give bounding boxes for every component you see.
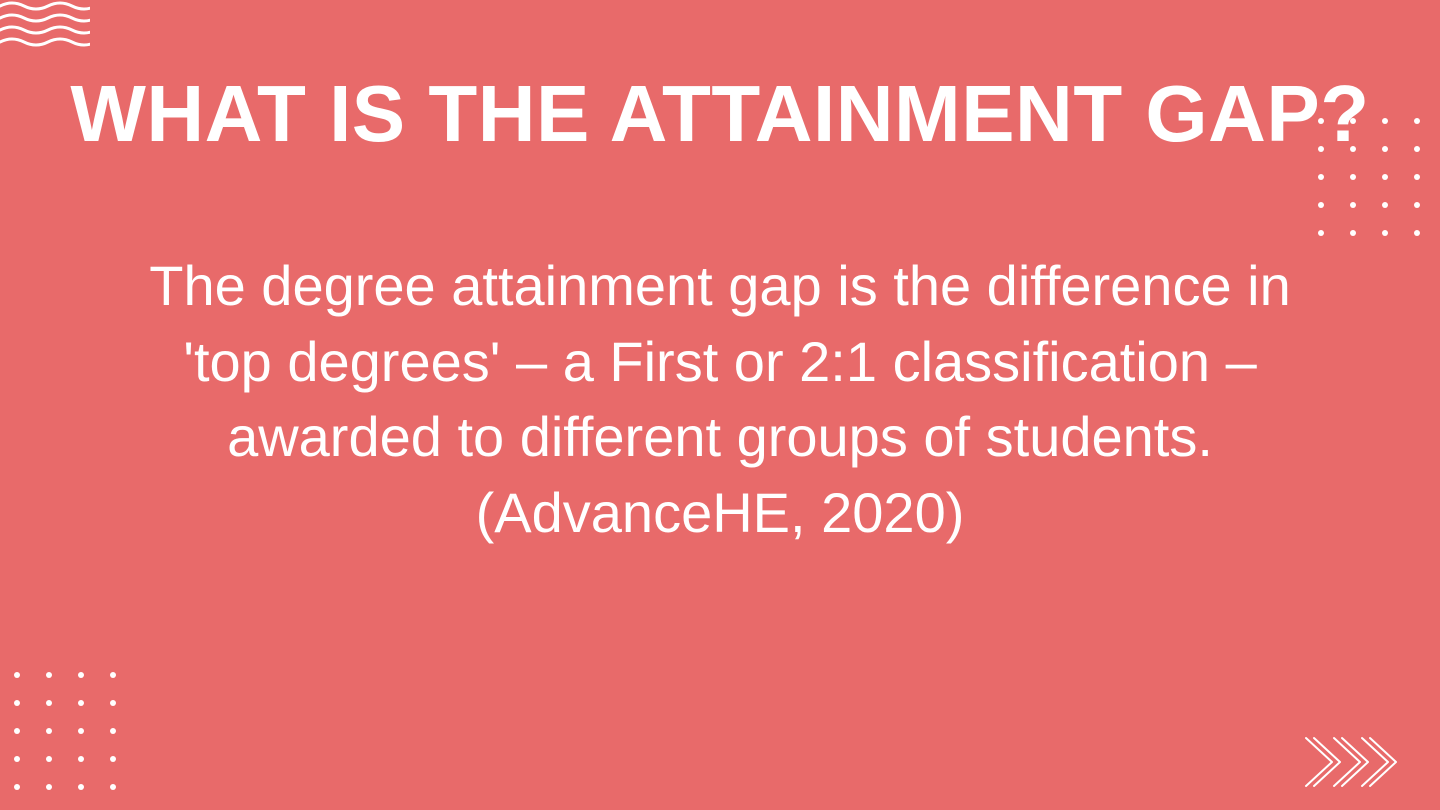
dot bbox=[1414, 146, 1420, 152]
dot bbox=[1318, 202, 1324, 208]
dot bbox=[14, 672, 20, 678]
dot bbox=[1414, 230, 1420, 236]
dot bbox=[14, 756, 20, 762]
wave-lines-decoration bbox=[0, 0, 90, 60]
chevrons-decoration bbox=[1302, 732, 1422, 792]
dot bbox=[1350, 146, 1356, 152]
dot bbox=[110, 672, 116, 678]
dot bbox=[78, 756, 84, 762]
dot bbox=[1382, 202, 1388, 208]
dot bbox=[46, 784, 52, 790]
dot bbox=[110, 728, 116, 734]
dot bbox=[14, 700, 20, 706]
dot bbox=[1382, 118, 1388, 124]
dot bbox=[1318, 118, 1324, 124]
dot bbox=[14, 784, 20, 790]
dot bbox=[14, 728, 20, 734]
dot bbox=[1318, 174, 1324, 180]
dot bbox=[1414, 174, 1420, 180]
dot bbox=[110, 784, 116, 790]
dot bbox=[1382, 230, 1388, 236]
dot bbox=[1350, 118, 1356, 124]
dot-grid-bottom-left bbox=[14, 672, 116, 790]
dot bbox=[1350, 230, 1356, 236]
dot bbox=[1318, 146, 1324, 152]
dot bbox=[1414, 118, 1420, 124]
dot bbox=[1350, 174, 1356, 180]
dot bbox=[1414, 202, 1420, 208]
dot-grid-top-right bbox=[1318, 118, 1420, 236]
dot bbox=[78, 700, 84, 706]
slide-title: WHAT IS THE ATTAINMENT GAP? bbox=[70, 70, 1369, 158]
dot bbox=[1350, 202, 1356, 208]
dot bbox=[78, 728, 84, 734]
dot bbox=[110, 700, 116, 706]
dot bbox=[46, 756, 52, 762]
slide-body-text: The degree attainment gap is the differe… bbox=[120, 248, 1320, 550]
dot bbox=[78, 784, 84, 790]
dot bbox=[1382, 174, 1388, 180]
dot bbox=[46, 700, 52, 706]
dot bbox=[46, 728, 52, 734]
dot bbox=[1382, 146, 1388, 152]
dot bbox=[46, 672, 52, 678]
slide: WHAT IS THE ATTAINMENT GAP? The degree a… bbox=[0, 0, 1440, 810]
dot bbox=[1318, 230, 1324, 236]
dot bbox=[78, 672, 84, 678]
dot bbox=[110, 756, 116, 762]
